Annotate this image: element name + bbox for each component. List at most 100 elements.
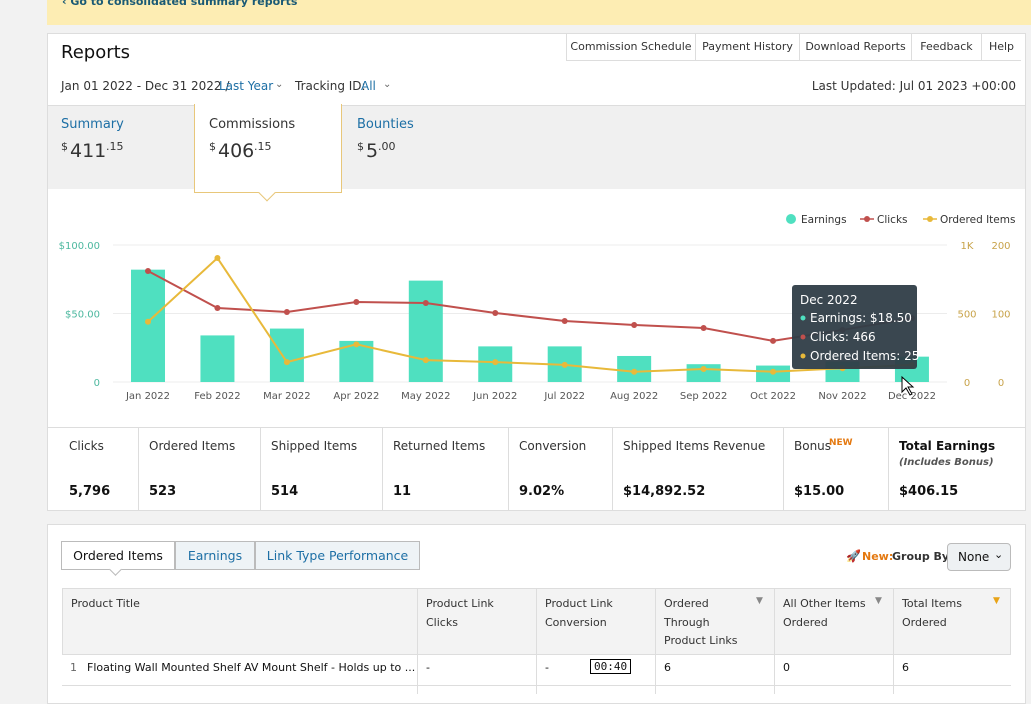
x-tick-label: Jun 2022 — [472, 391, 517, 402]
tab-amount: 406 — [218, 140, 255, 162]
cursor — [901, 375, 915, 396]
tooltip-title: Dec 2022 — [800, 293, 858, 307]
stat-divider — [382, 428, 383, 511]
y-tick-label: 500 — [957, 310, 976, 321]
range-select[interactable]: Last Year — [219, 79, 274, 93]
stats-row — [48, 427, 1025, 511]
point — [631, 368, 638, 375]
legend-swatch — [864, 216, 870, 222]
table-cell: 6 — [664, 661, 671, 674]
stat-value: $14,892.52 — [623, 484, 706, 499]
banner-link[interactable]: ‹ Go to consolidated summary reports — [62, 0, 298, 8]
stat-label: Returned Items — [393, 439, 486, 453]
tooltip-line: Ordered Items: 25 — [810, 349, 919, 363]
nav-button[interactable]: Feedback — [911, 33, 981, 61]
tab-cents: .15 — [254, 140, 272, 153]
point — [353, 341, 360, 348]
bar — [200, 335, 235, 382]
tooltip-line: Earnings: $18.50 — [810, 311, 912, 325]
stat-divider — [138, 428, 139, 511]
sort-arrow: ▼ — [875, 596, 882, 606]
tooltip — [792, 285, 917, 369]
x-tick-label: Sep 2022 — [680, 391, 727, 402]
point — [214, 255, 221, 262]
col-divider — [774, 588, 775, 694]
nav-button[interactable]: Payment History — [695, 33, 799, 61]
point — [561, 318, 568, 325]
point — [283, 359, 290, 366]
caret: ⌄ — [275, 79, 284, 90]
stat-value: $406.15 — [899, 484, 959, 499]
column-header: Ordered Through Product Links — [664, 597, 738, 647]
x-tick-label: Jan 2022 — [125, 391, 170, 402]
tracking-label: Tracking ID: — [295, 79, 366, 93]
col-divider — [655, 588, 656, 694]
row-divider — [62, 685, 1011, 686]
column-header: Product Title — [71, 597, 140, 610]
stat-divider — [508, 428, 509, 511]
x-tick-label: Aug 2022 — [610, 391, 658, 402]
tab-amount: 411 — [70, 140, 107, 162]
point — [214, 305, 221, 312]
y-tick-label: 0 — [964, 378, 970, 389]
group-select[interactable]: None — [947, 543, 1011, 571]
group-new: New: — [862, 550, 894, 563]
last-updated: Last Updated: Jul 01 2023 +00:00 — [811, 79, 1016, 93]
stat-label: Shipped Items Revenue — [623, 439, 766, 453]
stat-value: 523 — [149, 484, 177, 499]
x-tick-label: Nov 2022 — [818, 391, 866, 402]
nav-button[interactable]: Help — [981, 33, 1021, 61]
tab-amount: 5 — [366, 140, 379, 162]
legend-swatch — [927, 216, 933, 222]
x-tick-label: May 2022 — [401, 391, 450, 402]
stat-label: Bonus — [794, 439, 832, 453]
stat-label: Total Earnings — [899, 439, 996, 453]
stat-label: Clicks — [69, 439, 104, 453]
badge: NEW — [829, 438, 853, 448]
tooltip-line: Clicks: 466 — [810, 330, 876, 344]
stat-label: Shipped Items — [271, 439, 358, 453]
tracking-value[interactable]: All — [361, 79, 376, 93]
y-tick-label: 0 — [998, 378, 1004, 389]
stat-value: 9.02% — [519, 484, 565, 499]
stat-label: Conversion — [519, 439, 587, 453]
point — [283, 308, 290, 315]
x-tick-label: Apr 2022 — [333, 391, 379, 402]
table-cell: - — [426, 661, 430, 674]
nav-button[interactable]: Commission Schedule — [566, 33, 695, 61]
table-cell: 1 — [70, 661, 77, 674]
stat-value: 514 — [271, 484, 299, 499]
y-tick-label: 0 — [94, 378, 100, 389]
bar — [131, 269, 165, 382]
table-tab[interactable]: Link Type Performance — [255, 541, 420, 570]
sort-arrow: ▼ — [993, 596, 1000, 606]
tab-label[interactable]: Summary — [61, 117, 124, 132]
point — [561, 361, 568, 368]
stat-value: 11 — [393, 484, 412, 499]
point — [631, 322, 638, 329]
nav-button[interactable]: Download Reports — [799, 33, 911, 61]
stat-divider — [783, 428, 784, 511]
stat-value: 5,796 — [69, 484, 111, 499]
x-tick-label: Jul 2022 — [543, 391, 585, 402]
tab-label[interactable]: Commissions — [209, 117, 296, 132]
title: Reports — [61, 42, 131, 63]
y-tick-label: $100.00 — [59, 241, 100, 252]
y-tick-label: 1K — [961, 241, 974, 252]
stat-divider — [260, 428, 261, 511]
y-tick-label: 200 — [991, 241, 1010, 252]
stat-note: (Includes Bonus) — [899, 457, 994, 468]
tab-label[interactable]: Bounties — [357, 117, 414, 132]
tab-currency: $ — [357, 140, 364, 153]
table-cell: 6 — [902, 661, 909, 674]
point — [145, 318, 151, 325]
point — [353, 298, 360, 305]
legend-label: Earnings — [801, 214, 847, 226]
sort-arrow: ▼ — [756, 596, 763, 606]
column-header: All Other Items Ordered — [783, 597, 866, 629]
tab-cents: .15 — [106, 140, 124, 153]
table-tab[interactable]: Earnings — [175, 541, 255, 570]
x-tick-label: Mar 2022 — [263, 391, 311, 402]
legend-label: Clicks — [877, 214, 908, 226]
